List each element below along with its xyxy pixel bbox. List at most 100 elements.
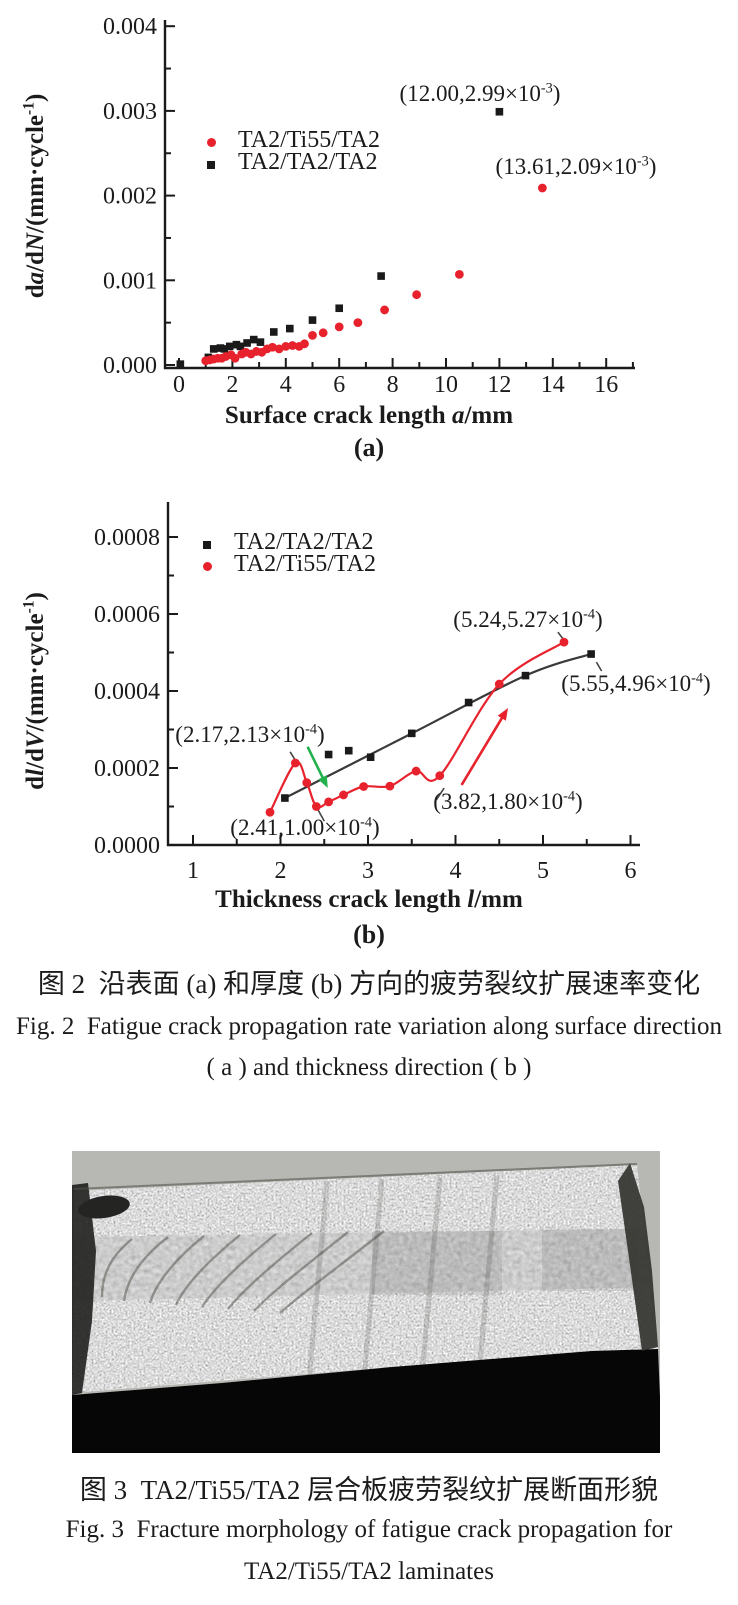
marker-circle [385,781,395,791]
y-axis-label-b: dl/dV/(mm·cycle-1) [20,592,49,790]
legend-label: TA2/TA2/TA2 [234,528,374,555]
arrow-shaft [306,746,326,783]
legend-marker-circle [192,551,222,578]
y-tick-label: 0.0004 [94,679,160,705]
marker-circle [537,183,547,193]
streak-marks [306,1174,500,1382]
legend-row: TA2/TA2/TA2 [196,149,380,175]
marker-square [243,339,251,347]
x-tick-label: 8 [387,372,399,398]
marker-square [236,342,245,351]
corner-blob [78,1195,130,1219]
y-tick-label: 0.001 [103,268,157,294]
x-tick-label: 5 [537,858,549,884]
x-tick-label: 16 [594,372,618,398]
marker-square [495,107,504,116]
marker-circle [268,342,277,352]
annotation-b-524: (5.24,5.27×10-4) [453,606,603,632]
marker-circle [339,790,348,800]
y-tick-label: 0.004 [103,14,157,40]
marker-square [249,335,258,344]
marker-square [176,360,185,368]
arrow-head [497,707,508,721]
y-tick-label: 0.003 [103,99,157,125]
marker-circle [353,318,363,328]
marker-circle [494,679,504,689]
marker-square [232,340,241,349]
y-tick-label: 0.0002 [94,756,160,782]
annotation-leader [557,631,564,640]
marker-circle [380,305,389,315]
annotation-b-241: (2.41,1.00×10-4) [230,814,380,840]
marker-circle [318,328,328,338]
ylabel-a-text: d [22,284,49,299]
y-axis-label-a: da/dN/(mm·cycle-1) [20,93,49,299]
marker-square [220,345,229,353]
fig3-caption-zh: 图 3 TA2/Ti55/TA2 层合板疲劳裂纹扩展断面形貌 [79,1475,659,1505]
figure-panel-a: 0 2 4 6 8 10 12 14 16 0.000 0.001 0.002 0.003 0.004 d… [0,0,738,470]
marker-circle [302,778,312,788]
arrow-head [318,775,328,789]
legend-a: TA2/Ti55/TA2 TA2/TA2/TA2 [196,126,380,175]
y-tick-label: 0.0008 [94,525,160,551]
annotation-leader [435,787,445,801]
legend-row: TA2/TA2/TA2 [192,528,376,556]
marker-circle [559,637,569,647]
annotation-a-13: (13.61,2.09×10-3) [495,153,657,179]
marker-circle [334,322,344,332]
x-tick-label: 10 [434,372,458,398]
panel-a-label: (a) [353,433,385,462]
annotation-b-382: (3.82,1.80×10-4) [433,788,583,814]
fig3-caption-en-2: TA2/Ti55/TA2 laminates [244,1558,494,1585]
marker-circle [411,766,421,776]
fracture-photo-svg [72,1151,660,1453]
marker-circle [288,341,297,350]
marker-circle [290,758,300,768]
x-tick-label: 4 [450,858,462,884]
marker-square [587,650,595,658]
marker-circle [230,353,240,363]
marker-circle [311,802,321,811]
legend-row: TA2/Ti55/TA2 [196,126,380,153]
fig2-caption-en-2: ( a ) and thickness direction ( b ) [206,1054,532,1081]
legend-label: TA2/Ti55/TA2 [238,126,380,153]
marker-square [324,750,333,759]
marker-square [216,344,225,352]
x-tick-label: 4 [280,372,292,398]
x-tick-label: 12 [487,372,511,398]
x-tick-label: 6 [333,372,345,398]
marker-circle [308,330,317,340]
edge-left [72,1183,96,1395]
x-axis-label-a: Surface crack length a/mm [224,402,514,429]
marker-square [209,345,218,353]
shade-patch [372,1231,502,1295]
edge-right [618,1163,658,1351]
marker-circle [324,797,334,807]
panel-b-label: (b) [353,920,385,949]
x-tick-label: 2 [275,858,287,884]
y-tick-label: 0.000 [103,353,157,379]
axis-frame [163,20,635,370]
shade-patch [542,1229,637,1291]
legend-marker-square [192,529,222,556]
y-tick-label: 0.0000 [94,833,160,859]
marker-square [521,671,530,680]
edge-top [73,1163,638,1190]
annotation-b-555: (5.55,4.96×10-4) [561,670,711,696]
marker-circle [274,344,284,354]
marker-square [377,272,385,280]
marker-circle [300,339,309,349]
annotation-a-12: (12.00,2.99×10-3) [399,80,561,106]
arrow-shaft [460,713,506,786]
marker-circle [265,807,275,817]
marker-square [366,753,375,762]
marker-square [308,316,317,324]
chart-a-svg: 0 2 4 6 8 10 12 14 16 0.000 0.001 0.002 0.003 0.004 [103,14,635,398]
marker-square [464,698,473,707]
x-axis-label-b: Thickness crack length l/mm [215,886,523,913]
speckle-band-top [74,1165,644,1237]
marker-circle [454,269,464,279]
beach-marks [100,1230,385,1314]
legend-row: TA2/Ti55/TA2 [192,551,376,578]
figure-panel-b: 1 2 3 4 5 6 0.0000 0.0002 0.0004 0.0006 0.0008 dl/… [0,470,738,955]
